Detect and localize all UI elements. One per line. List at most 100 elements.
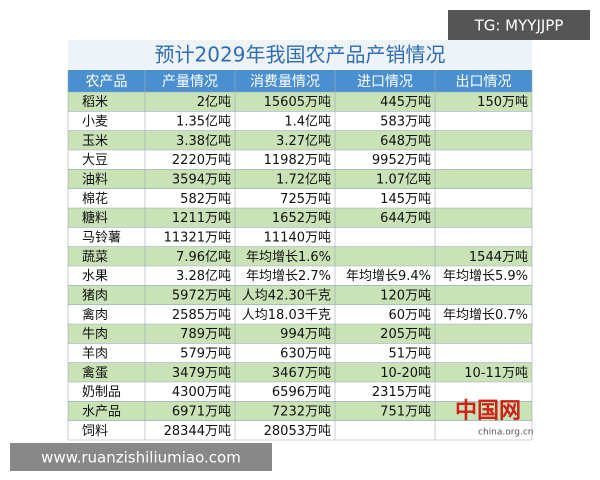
table-cell: 4300万吨	[172, 385, 231, 400]
table-row	[68, 266, 532, 286]
table-cell: 年均增长1.6%	[246, 250, 331, 265]
table-row	[68, 343, 532, 363]
table-row	[68, 208, 532, 228]
table-row	[68, 420, 532, 440]
table-cell: 1652万吨	[272, 211, 331, 226]
table-row	[68, 130, 532, 150]
table-row	[68, 362, 532, 382]
table-cell: 7232万吨	[272, 405, 331, 420]
table-cell: 5972万吨	[172, 289, 231, 304]
table-cell: 205万吨	[380, 327, 431, 342]
table-cell: 稻米	[82, 95, 108, 110]
header-cell: 消费量情况	[250, 74, 320, 90]
watermark-box	[448, 10, 590, 40]
table-row	[68, 304, 532, 324]
table-cell: 禽肉	[82, 307, 108, 323]
table-cell: 水产品	[82, 405, 121, 420]
table-cell: 2220万吨	[172, 153, 231, 168]
table-cell: 1544万吨	[469, 250, 528, 265]
table-cell: 水果	[82, 269, 108, 284]
table-cell: 年均增长2.7%	[246, 269, 331, 284]
table-cell: 奶制品	[82, 385, 121, 400]
table-cell: 3.38亿吨	[176, 134, 231, 149]
table-row	[68, 111, 532, 131]
table-row	[68, 169, 532, 189]
table-cell: 145万吨	[380, 192, 431, 207]
table-row	[68, 227, 532, 247]
watermark-bottom: www.ruanzishiliumiao.com	[41, 449, 241, 467]
table-cell: 玉米	[82, 134, 108, 149]
table-cell: 7.96亿吨	[176, 250, 231, 265]
table-cell: 年均增长0.7%	[443, 308, 528, 323]
table-cell: 725万吨	[280, 192, 331, 207]
table-cell: 蔬菜	[82, 250, 108, 265]
table-cell: 2315万吨	[372, 385, 431, 400]
table-row	[68, 324, 532, 344]
table-cell: 禽蛋	[82, 365, 108, 381]
table-cell: 579万吨	[180, 347, 231, 362]
table-cell: 猪肉	[82, 289, 108, 304]
table-cell: 3479万吨	[172, 366, 231, 381]
table-cell: 羊肉	[82, 346, 108, 362]
table-row	[68, 246, 532, 266]
table-cell: 582万吨	[180, 192, 231, 207]
table-cell: 1.72亿吨	[276, 173, 331, 188]
table-cell: 751万吨	[380, 405, 431, 420]
table-cell: 3594万吨	[172, 173, 231, 188]
table-cell: 3.27亿吨	[276, 134, 331, 149]
table-cell: 445万吨	[380, 95, 431, 110]
table-cell: 牛肉	[82, 327, 108, 342]
table-cell: 789万吨	[180, 327, 231, 342]
header-cell: 出口情况	[456, 74, 512, 90]
table-cell: 棉花	[82, 191, 108, 207]
table-cell: 28053万吨	[264, 424, 331, 439]
table-cell: 人均42.30千克	[242, 289, 331, 304]
table-row	[68, 285, 532, 305]
table-cell: 3467万吨	[272, 366, 331, 381]
table-title: 预计2029年我国农产品产销情况	[155, 43, 446, 67]
table-cell: 11140万吨	[264, 231, 331, 246]
table-cell: 饲料	[82, 424, 108, 439]
watermark-top: TG: MYYJJPP	[474, 17, 564, 35]
table-cell: 3.28亿吨	[176, 269, 231, 284]
table-row	[68, 92, 532, 112]
table-cell: 648万吨	[380, 134, 431, 149]
table-cell: 糖料	[82, 210, 108, 226]
logo-site: china.org.cn	[478, 428, 534, 438]
table-cell: 1211万吨	[172, 211, 231, 226]
table-cell: 油料	[82, 173, 108, 188]
table-cell: 644万吨	[380, 211, 431, 226]
table-cell: 10-20吨	[380, 366, 431, 381]
table-cell: 11982万吨	[264, 153, 331, 168]
header-cell: 农产品	[86, 74, 128, 90]
watermark-box	[10, 443, 272, 471]
table-cell: 15605万吨	[264, 95, 331, 110]
table-cell: 994万吨	[280, 327, 331, 342]
table-row	[68, 188, 532, 208]
table-cell: 150万吨	[477, 95, 528, 110]
header-cell: 进口情况	[357, 74, 413, 90]
table-cell: 1.4亿吨	[284, 115, 331, 130]
table-cell: 2585万吨	[172, 308, 231, 323]
header-cell: 产量情况	[162, 74, 218, 90]
table-cell: 28344万吨	[164, 424, 231, 439]
table-cell: 583万吨	[380, 115, 431, 130]
header-row	[68, 70, 532, 92]
table-cell: 60万吨	[388, 308, 431, 323]
table-cell: 51万吨	[388, 347, 431, 362]
table-row	[68, 150, 532, 170]
table-row	[68, 401, 532, 421]
logo-mark: 中国网	[455, 399, 521, 424]
table-cell: 2亿吨	[197, 95, 231, 110]
table-row	[68, 382, 532, 402]
table-cell: 年均增长9.4%	[346, 269, 431, 284]
table-cell: 630万吨	[280, 347, 331, 362]
table-cell: 1.35亿吨	[176, 115, 231, 130]
table-cell: 马铃薯	[82, 231, 121, 246]
table-cell: 6971万吨	[172, 405, 231, 420]
table-cell: 9952万吨	[372, 153, 431, 168]
table-cell: 10-11万吨	[464, 366, 528, 381]
table-cell: 小麦	[82, 115, 108, 130]
table-cell: 11321万吨	[164, 231, 231, 246]
